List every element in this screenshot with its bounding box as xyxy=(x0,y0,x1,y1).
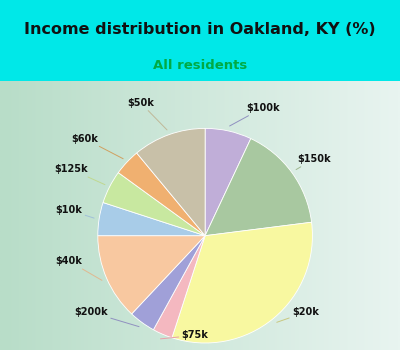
Text: $125k: $125k xyxy=(54,164,105,185)
Wedge shape xyxy=(103,173,205,236)
Text: $40k: $40k xyxy=(56,256,102,280)
Text: Income distribution in Oakland, KY (%): Income distribution in Oakland, KY (%) xyxy=(24,22,376,37)
Wedge shape xyxy=(205,139,312,236)
Text: $20k: $20k xyxy=(277,307,319,322)
Wedge shape xyxy=(154,236,205,338)
Wedge shape xyxy=(132,236,205,330)
Text: All residents: All residents xyxy=(153,59,247,72)
Text: $60k: $60k xyxy=(71,134,123,159)
Text: $75k: $75k xyxy=(160,330,208,340)
Text: $150k: $150k xyxy=(296,154,331,170)
Wedge shape xyxy=(98,236,205,314)
Text: $10k: $10k xyxy=(56,205,94,218)
Wedge shape xyxy=(137,128,205,236)
Text: $200k: $200k xyxy=(74,307,139,327)
Wedge shape xyxy=(172,222,312,343)
Wedge shape xyxy=(118,153,205,236)
Text: $100k: $100k xyxy=(230,103,280,126)
Wedge shape xyxy=(98,203,205,236)
Text: $50k: $50k xyxy=(127,98,167,130)
Wedge shape xyxy=(205,128,251,236)
